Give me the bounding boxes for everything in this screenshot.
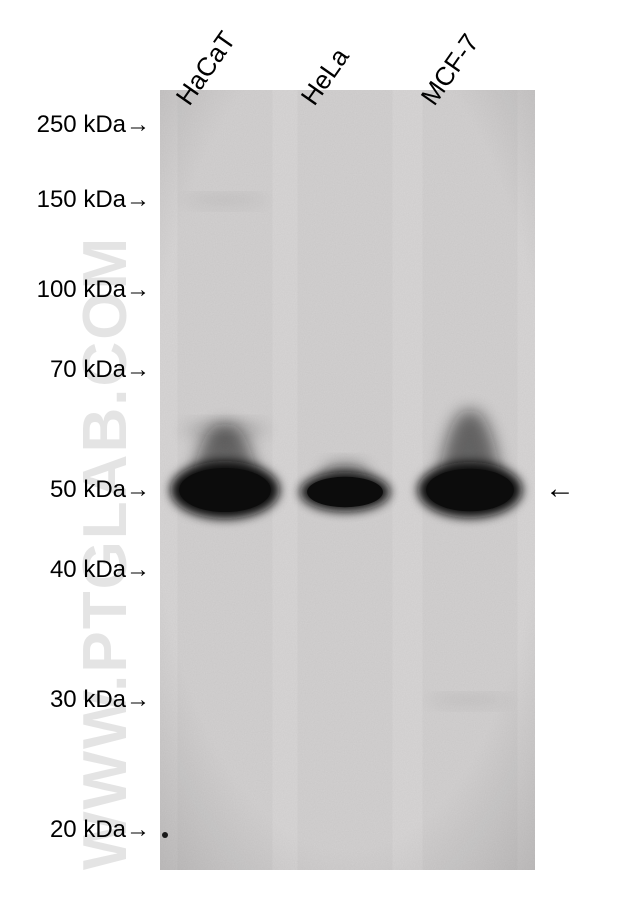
mw-marker-label: 150 kDa→: [0, 186, 150, 214]
mw-marker-label: 250 kDa→: [0, 111, 150, 139]
western-blot-image: [160, 90, 535, 870]
watermark-text: WWW.PTGLAB.COM: [70, 236, 141, 870]
target-band-arrow: ←: [545, 472, 575, 506]
